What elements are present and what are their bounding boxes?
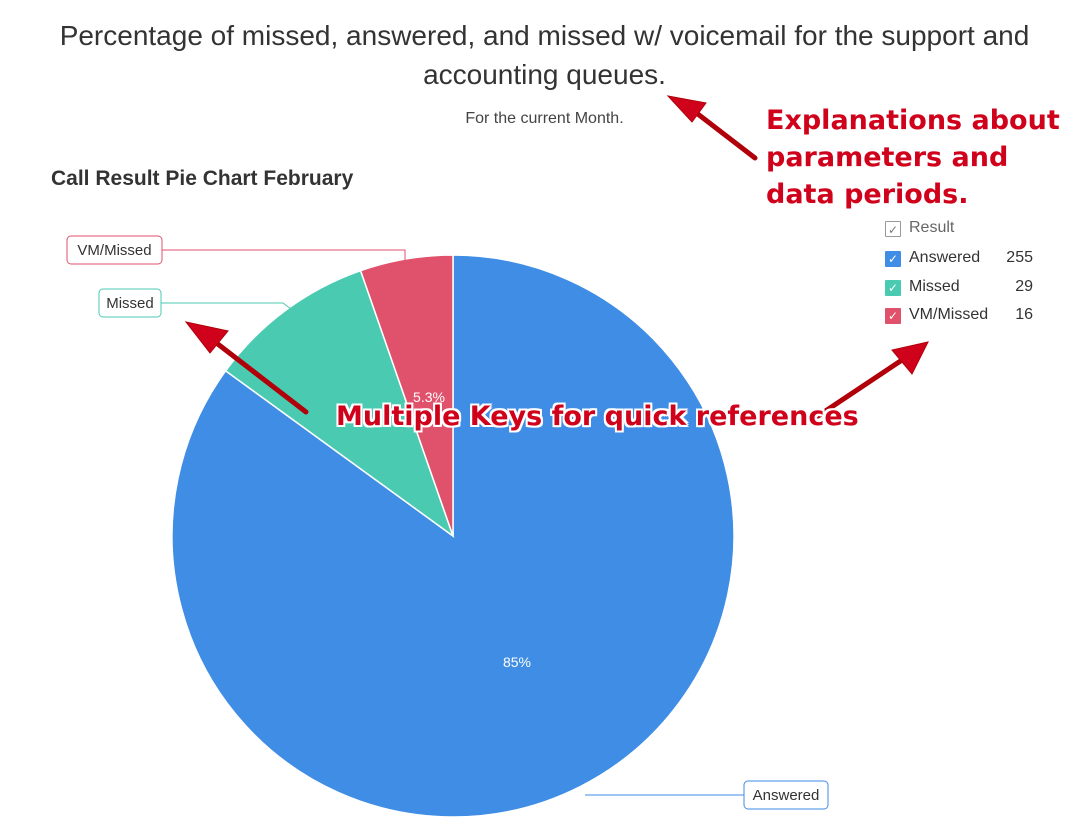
- callout-box: [98, 288, 162, 318]
- data-label-vm-missed: 5.3%: [413, 389, 445, 405]
- legend-header-label: Result: [909, 219, 955, 236]
- checkbox-icon[interactable]: ✓: [885, 308, 901, 324]
- chart-title: Call Result Pie Chart February: [51, 167, 354, 190]
- legend-label-missed: Missed: [909, 278, 960, 295]
- callout-label-vm-missed: VM/Missed: [77, 242, 151, 259]
- callout-connector: [161, 302, 304, 319]
- legend-count-answered: 255: [1006, 249, 1033, 266]
- callout-box: [743, 780, 829, 810]
- checkbox-icon[interactable]: ✓: [885, 251, 901, 267]
- legend-label-answered: Answered: [909, 249, 981, 266]
- callout-connector: [162, 249, 406, 264]
- pie-slice-missed[interactable]: [224, 269, 455, 539]
- data-label-answered: 85%: [503, 654, 531, 670]
- page-subtitle: For the current Month.: [465, 110, 624, 127]
- arrow-to-title: [666, 95, 758, 161]
- checkbox-icon[interactable]: ✓: [885, 280, 901, 296]
- legend-count-vm-missed: 16: [1015, 306, 1033, 323]
- checkbox-icon[interactable]: ✓: [885, 221, 901, 237]
- annotation-multiple-keys: Multiple Keys for quick references: [336, 401, 859, 432]
- arrow-to-legend: [815, 341, 929, 419]
- page-title: Percentage of missed, answered, and miss…: [59, 20, 1030, 90]
- callout-label-missed: Missed: [106, 295, 154, 312]
- callout-label-answered: Answered: [753, 787, 820, 804]
- arrow-to-pie-callouts: [184, 321, 309, 415]
- legend-label-vm-missed: VM/Missed: [909, 306, 989, 323]
- annotation-explanations: Explanations about parameters and data p…: [766, 105, 1060, 210]
- callout-box: [66, 235, 163, 265]
- pie-slice-vm-missed[interactable]: [359, 254, 454, 537]
- legend-count-missed: 29: [1015, 278, 1033, 295]
